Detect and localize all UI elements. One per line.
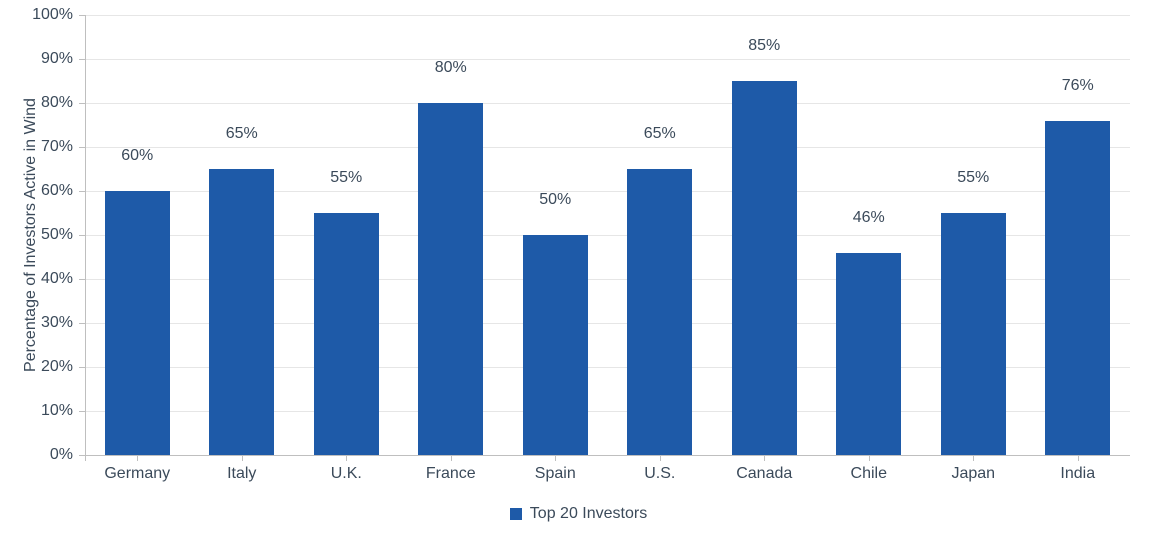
plot-area: 0%10%20%30%40%50%60%70%80%90%100%60%Germ… bbox=[85, 15, 1130, 455]
bar bbox=[105, 191, 170, 455]
x-tick-label: Italy bbox=[227, 465, 256, 483]
x-tick-label: Japan bbox=[951, 465, 995, 483]
bar-value-label: 60% bbox=[105, 147, 170, 169]
x-tick-mark bbox=[764, 455, 765, 461]
x-tick-mark bbox=[137, 455, 138, 461]
x-tick-mark bbox=[660, 455, 661, 461]
x-tick-mark bbox=[451, 455, 452, 461]
x-tick-label: France bbox=[426, 465, 476, 483]
x-tick-mark bbox=[555, 455, 556, 461]
y-tick-label: 80% bbox=[41, 94, 73, 112]
bar bbox=[314, 213, 379, 455]
bar bbox=[627, 169, 692, 455]
bar-wrapper: 55% bbox=[314, 15, 379, 455]
y-axis-line bbox=[85, 15, 86, 455]
x-tick-label: Chile bbox=[851, 465, 887, 483]
x-tick-mark bbox=[346, 455, 347, 461]
legend-swatch bbox=[510, 508, 522, 520]
bar bbox=[209, 169, 274, 455]
y-tick-label: 70% bbox=[41, 138, 73, 156]
y-tick-label: 90% bbox=[41, 50, 73, 68]
bar-wrapper: 80% bbox=[418, 15, 483, 455]
bar-chart: 0%10%20%30%40%50%60%70%80%90%100%60%Germ… bbox=[0, 0, 1157, 546]
bar-value-label: 55% bbox=[314, 169, 379, 191]
x-tick-label: India bbox=[1060, 465, 1095, 483]
x-tick-label: Canada bbox=[736, 465, 792, 483]
bar-value-label: 80% bbox=[418, 59, 483, 81]
legend-label: Top 20 Investors bbox=[530, 505, 647, 523]
x-tick-label: U.S. bbox=[644, 465, 675, 483]
bar-wrapper: 60% bbox=[105, 15, 170, 455]
bar-wrapper: 55% bbox=[941, 15, 1006, 455]
y-tick-label: 20% bbox=[41, 358, 73, 376]
x-tick-label: Spain bbox=[535, 465, 576, 483]
bar bbox=[836, 253, 901, 455]
y-tick-label: 30% bbox=[41, 314, 73, 332]
x-tick-mark bbox=[85, 455, 86, 461]
y-axis-title: Percentage of Investors Active in Wind bbox=[22, 15, 40, 455]
x-tick-mark bbox=[869, 455, 870, 461]
bar-wrapper: 65% bbox=[209, 15, 274, 455]
bar bbox=[732, 81, 797, 455]
x-tick-label: U.K. bbox=[331, 465, 362, 483]
bar-value-label: 65% bbox=[209, 125, 274, 147]
chart-legend: Top 20 Investors bbox=[0, 505, 1157, 523]
x-tick-mark bbox=[242, 455, 243, 461]
bar bbox=[523, 235, 588, 455]
bar-wrapper: 76% bbox=[1045, 15, 1110, 455]
bar bbox=[418, 103, 483, 455]
y-tick-label: 40% bbox=[41, 270, 73, 288]
bar-wrapper: 65% bbox=[627, 15, 692, 455]
bar-wrapper: 46% bbox=[836, 15, 901, 455]
bar-wrapper: 85% bbox=[732, 15, 797, 455]
x-tick-mark bbox=[973, 455, 974, 461]
y-tick-label: 0% bbox=[50, 446, 73, 464]
bar-value-label: 50% bbox=[523, 191, 588, 213]
x-tick-label: Germany bbox=[104, 465, 170, 483]
y-tick-label: 10% bbox=[41, 402, 73, 420]
bar-value-label: 46% bbox=[836, 209, 901, 231]
bar-value-label: 85% bbox=[732, 37, 797, 59]
bar bbox=[1045, 121, 1110, 455]
y-tick-label: 50% bbox=[41, 226, 73, 244]
bar-value-label: 65% bbox=[627, 125, 692, 147]
bar-wrapper: 50% bbox=[523, 15, 588, 455]
x-tick-mark bbox=[1078, 455, 1079, 461]
bar bbox=[941, 213, 1006, 455]
bar-value-label: 55% bbox=[941, 169, 1006, 191]
y-tick-label: 60% bbox=[41, 182, 73, 200]
bar-value-label: 76% bbox=[1045, 77, 1110, 99]
